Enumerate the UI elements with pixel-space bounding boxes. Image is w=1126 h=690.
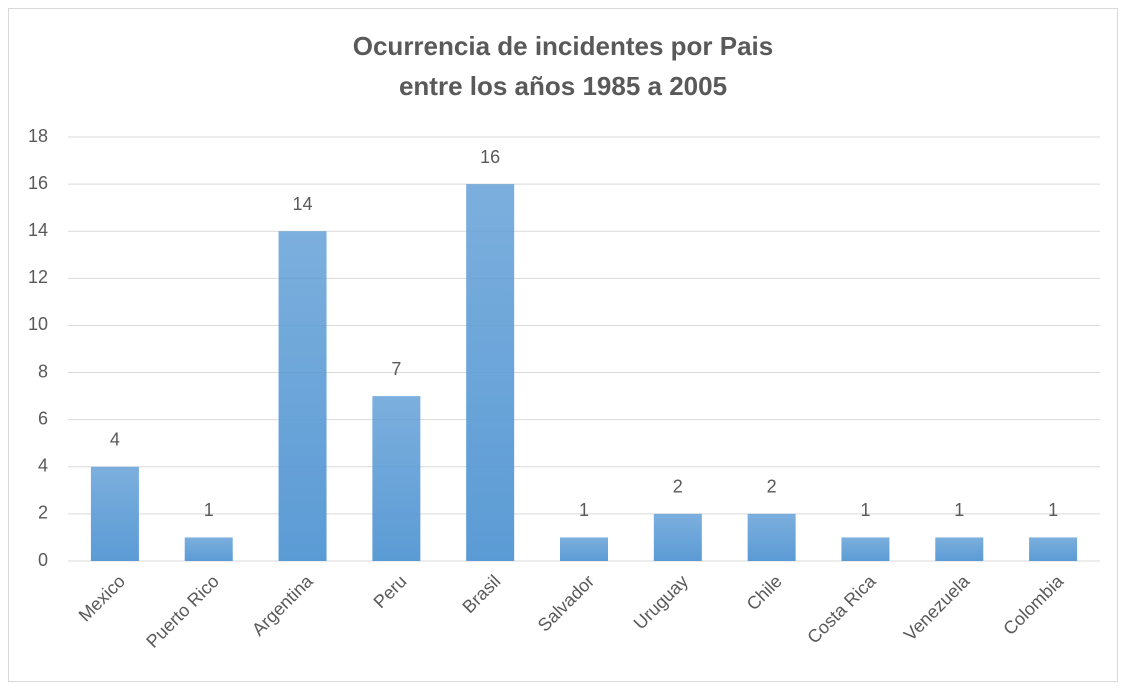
bar — [466, 184, 515, 561]
y-tick-label: 12 — [28, 267, 48, 287]
bar — [560, 537, 608, 561]
y-tick-label: 16 — [28, 173, 48, 193]
bar — [653, 513, 702, 561]
data-label: 1 — [860, 500, 870, 520]
data-label: 4 — [110, 430, 120, 450]
data-label: 16 — [480, 147, 500, 167]
data-label: 7 — [391, 359, 401, 379]
data-label: 1 — [204, 500, 214, 520]
bar — [90, 466, 139, 561]
bar — [278, 231, 327, 561]
bar — [747, 513, 796, 561]
data-label: 14 — [293, 194, 313, 214]
data-label: 1 — [579, 500, 589, 520]
y-tick-label: 10 — [28, 314, 48, 334]
data-label: 2 — [673, 477, 683, 497]
bar — [841, 537, 890, 561]
chart-title: entre los años 1985 a 2005 — [399, 71, 727, 101]
bar — [372, 396, 421, 561]
data-label: 2 — [767, 477, 777, 497]
chart-title: Ocurrencia de incidentes por Pais — [353, 31, 773, 61]
y-tick-label: 18 — [28, 126, 48, 146]
y-tick-label: 8 — [38, 361, 48, 381]
bar — [184, 537, 233, 561]
data-label: 1 — [1048, 500, 1058, 520]
y-tick-label: 14 — [28, 220, 48, 240]
y-tick-label: 0 — [38, 550, 48, 570]
data-label: 1 — [954, 500, 964, 520]
bar — [935, 537, 984, 561]
y-tick-label: 4 — [38, 456, 48, 476]
y-tick-label: 6 — [38, 408, 48, 428]
bar — [1029, 537, 1078, 561]
chart-border — [8, 8, 1118, 682]
y-tick-label: 2 — [38, 503, 48, 523]
